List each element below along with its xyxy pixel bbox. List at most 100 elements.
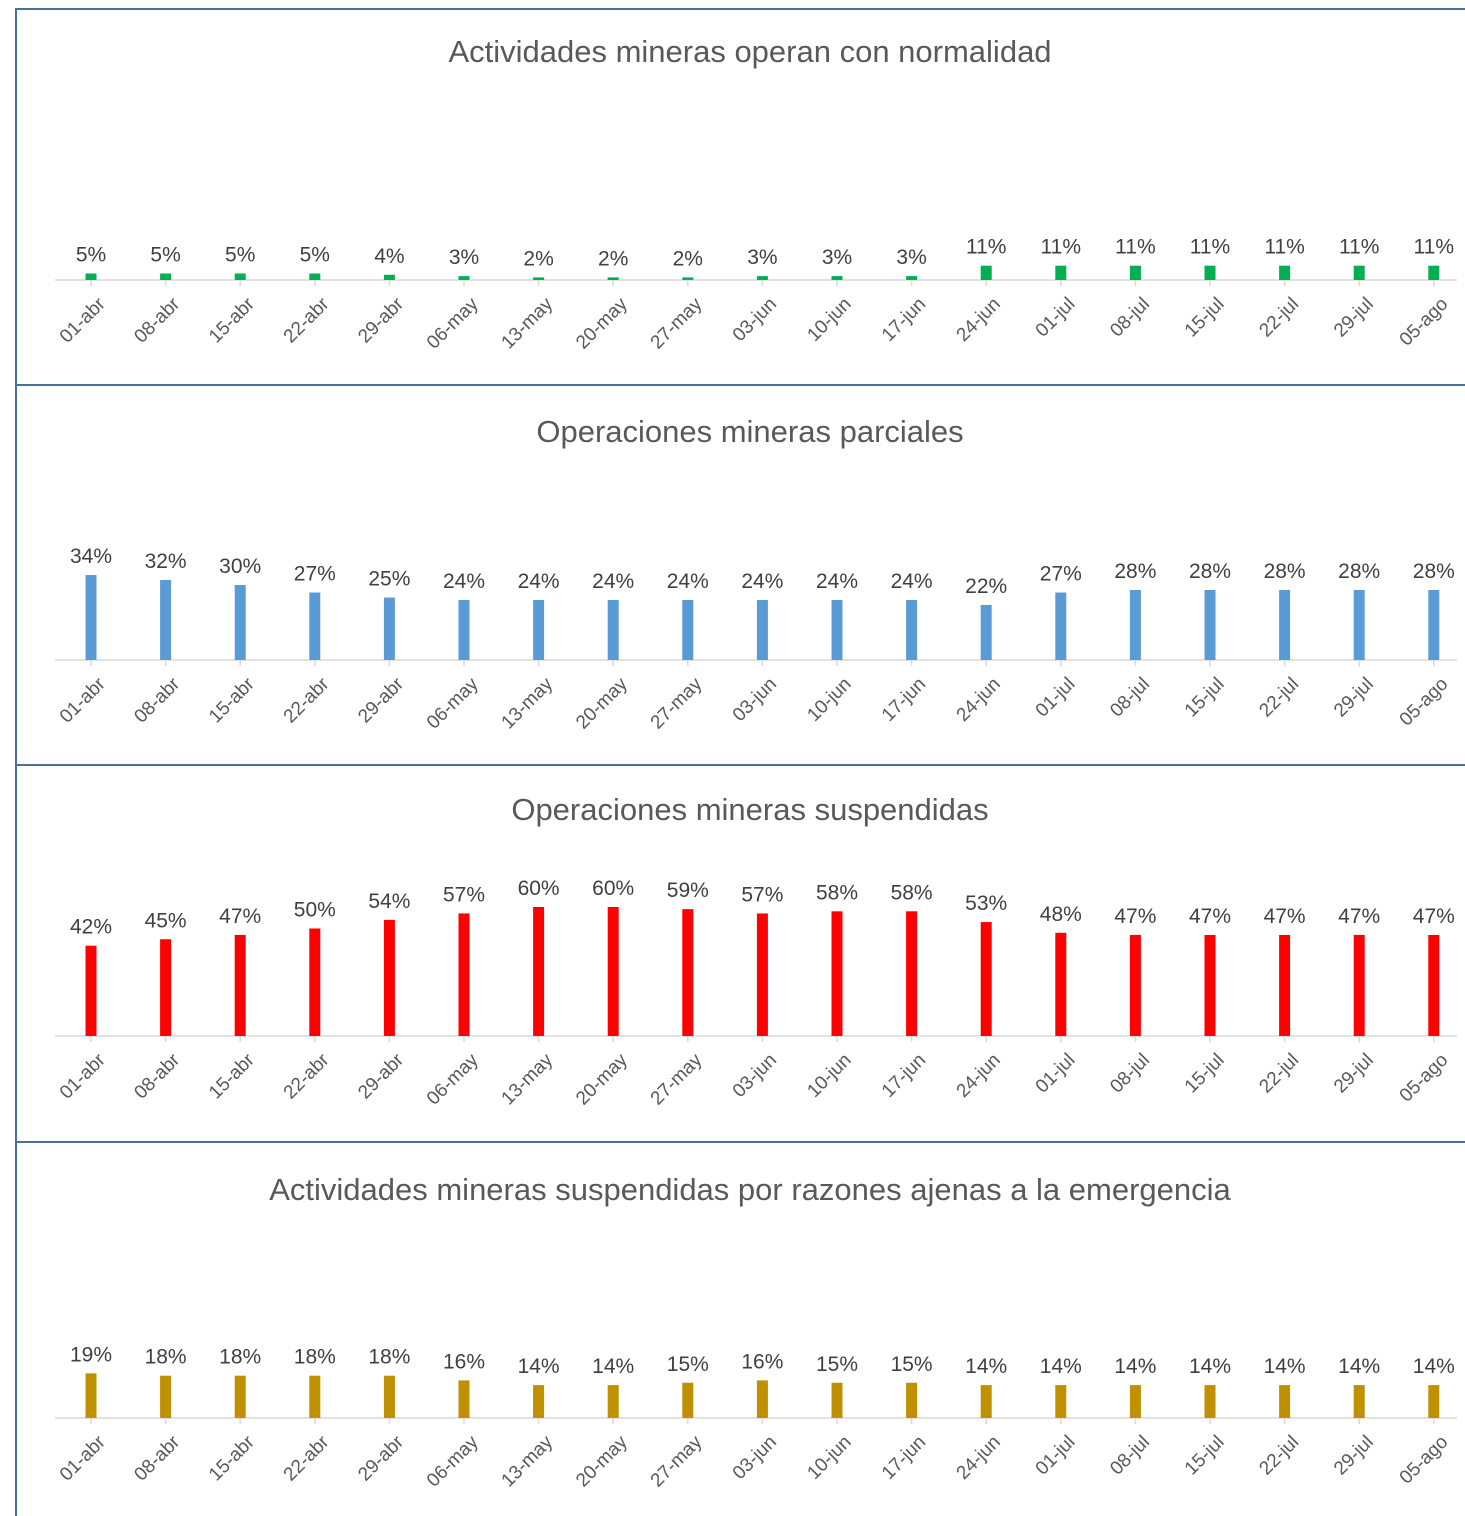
data-label: 47% <box>219 905 261 928</box>
x-tick-label: 01-abr <box>56 673 110 727</box>
bar-15-jul <box>1204 934 1216 1036</box>
bar-01-jul <box>1055 932 1067 1036</box>
bar-05-ago <box>1428 934 1440 1036</box>
x-tick-label: 29-abr <box>354 1431 408 1485</box>
x-tick-label: 17-jun <box>878 674 930 726</box>
data-label: 14% <box>1264 1355 1306 1378</box>
x-tick-label: 08-abr <box>130 1431 184 1485</box>
x-tick-label: 29-jul <box>1330 1050 1378 1098</box>
bar-27-may <box>682 277 694 280</box>
x-tick-label: 29-abr <box>354 1049 408 1103</box>
bar-24-jun <box>980 265 992 280</box>
chart-panel-normal-operations: Actividades mineras operan con normalida… <box>15 8 1465 384</box>
bar-27-may <box>682 600 694 660</box>
x-tick-label: 05-ago <box>1396 1050 1453 1107</box>
x-tick-label: 03-jun <box>729 1432 781 1484</box>
x-tick-label: 08-jul <box>1106 674 1154 722</box>
x-tick-label: 10-jun <box>803 1050 855 1102</box>
x-tick-label: 15-abr <box>205 1049 259 1103</box>
bar-05-ago <box>1428 265 1440 280</box>
bar-05-ago <box>1428 590 1440 660</box>
data-label: 3% <box>896 246 926 269</box>
data-label: 58% <box>891 881 933 904</box>
bar-08-abr <box>160 580 172 660</box>
data-label: 27% <box>294 563 336 586</box>
data-label: 28% <box>1114 560 1156 583</box>
data-label: 4% <box>374 245 404 268</box>
bar-01-jul <box>1055 265 1067 280</box>
bar-29-jul <box>1353 1385 1365 1418</box>
data-label: 11% <box>966 236 1006 259</box>
data-label: 11% <box>1115 236 1155 259</box>
data-label: 48% <box>1040 903 1082 926</box>
data-label: 60% <box>592 877 634 900</box>
data-label: 14% <box>1413 1355 1455 1378</box>
x-tick-label: 24-jun <box>953 1432 1005 1484</box>
bar-20-may <box>607 600 619 660</box>
x-tick-label: 27-may <box>647 1049 707 1109</box>
bar-01-jul <box>1055 1385 1067 1418</box>
bar-03-jun <box>756 1380 768 1418</box>
data-label: 2% <box>673 247 703 270</box>
data-label: 14% <box>1189 1355 1231 1378</box>
data-label: 16% <box>741 1350 783 1373</box>
bar-22-abr <box>309 928 321 1036</box>
bar-06-may <box>458 913 470 1036</box>
data-label: 28% <box>1189 560 1231 583</box>
data-label: 5% <box>225 244 255 267</box>
bar-13-may <box>533 907 545 1036</box>
bar-01-abr <box>85 575 97 660</box>
x-tick-label: 06-may <box>423 1049 483 1109</box>
panel-divider <box>17 8 1465 10</box>
data-label: 11% <box>1414 236 1454 259</box>
x-tick-label: 08-abr <box>130 673 184 727</box>
data-label: 47% <box>1264 905 1306 928</box>
bar-22-jul <box>1279 934 1291 1036</box>
bar-17-jun <box>906 911 918 1036</box>
data-label: 47% <box>1114 905 1156 928</box>
x-tick-label: 29-jul <box>1330 1432 1378 1480</box>
x-tick-label: 20-may <box>572 1431 632 1491</box>
bar-22-abr <box>309 1375 321 1418</box>
chart-svg-suspended-operations: Operaciones mineras suspendidas 42% 01-ab… <box>55 792 1457 1109</box>
x-tick-label: 22-abr <box>280 293 334 347</box>
x-tick-label: 24-jun <box>953 1050 1005 1102</box>
data-label: 30% <box>219 555 261 578</box>
chart-title: Actividades mineras operan con normalida… <box>448 34 1051 69</box>
x-tick-label: 22-jul <box>1255 294 1303 342</box>
panel-divider <box>17 764 1465 766</box>
x-tick-label: 27-may <box>647 1431 707 1491</box>
data-label: 18% <box>219 1346 261 1369</box>
data-label: 45% <box>145 909 187 932</box>
bar-03-jun <box>756 276 768 280</box>
x-tick-label: 13-may <box>498 1431 558 1491</box>
data-label: 60% <box>518 877 560 900</box>
data-label: 32% <box>145 550 187 573</box>
x-tick-label: 22-jul <box>1255 1432 1303 1480</box>
x-tick-label: 08-abr <box>130 293 184 347</box>
data-label: 16% <box>443 1350 485 1373</box>
x-tick-label: 15-jul <box>1181 674 1229 722</box>
data-label: 2% <box>598 247 628 270</box>
x-tick-label: 05-ago <box>1396 674 1453 731</box>
x-tick-label: 22-abr <box>280 1431 334 1485</box>
x-tick-label: 29-jul <box>1330 294 1378 342</box>
bar-01-abr <box>85 945 97 1036</box>
data-label: 24% <box>518 570 560 593</box>
x-tick-label: 01-abr <box>56 1431 110 1485</box>
bar-22-jul <box>1279 265 1291 280</box>
data-label: 14% <box>1338 1355 1380 1378</box>
chart-title: Operaciones mineras suspendidas <box>511 792 988 827</box>
data-label: 2% <box>523 247 553 270</box>
bar-17-jun <box>906 600 918 660</box>
x-tick-label: 15-jul <box>1181 294 1229 342</box>
x-tick-label: 10-jun <box>803 294 855 346</box>
bar-03-jun <box>756 913 768 1036</box>
data-label: 50% <box>294 899 336 922</box>
x-tick-label: 24-jun <box>953 674 1005 726</box>
x-tick-label: 15-jul <box>1181 1432 1229 1480</box>
bar-10-jun <box>831 276 843 280</box>
chart-panel-suspended-operations: Operaciones mineras suspendidas 42% 01-ab… <box>15 764 1465 1142</box>
data-label: 24% <box>891 570 933 593</box>
data-label: 14% <box>965 1355 1007 1378</box>
